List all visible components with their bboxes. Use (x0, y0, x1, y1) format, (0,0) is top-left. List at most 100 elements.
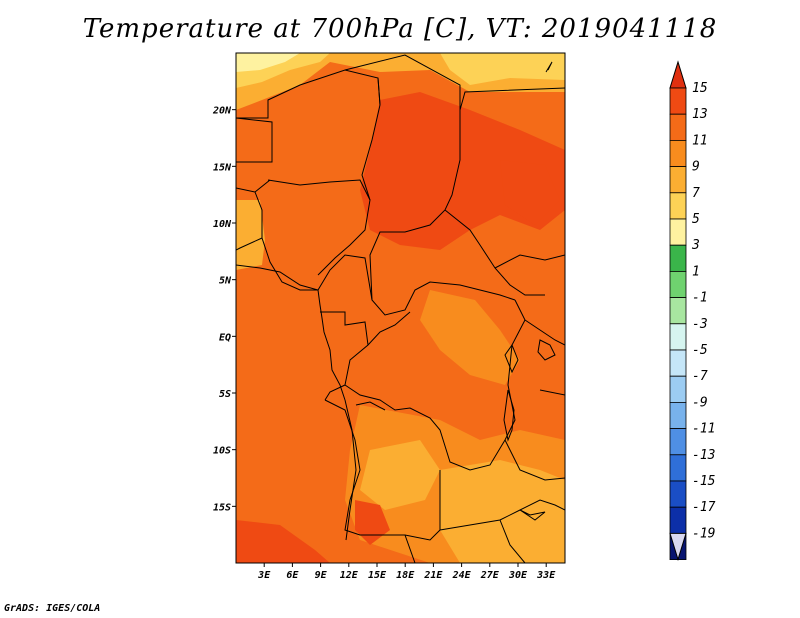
field-region-7 (420, 290, 520, 385)
colorbar-swatch (669, 166, 687, 194)
border-line-18 (355, 401, 386, 411)
colorbar-label: 3 (691, 238, 700, 253)
lon-tick: 33E (536, 563, 556, 581)
lat-tick-label: 15S (213, 502, 231, 513)
border-line-25 (236, 264, 346, 401)
border-line-31 (545, 61, 553, 73)
lon-axis: 3E 6E 9E 12E 15E 18E 21E 24E 27E 30E 33E (257, 563, 556, 581)
colorbar-label: -7 (692, 369, 708, 384)
colorbar-swatch (669, 139, 687, 167)
border-line-17 (324, 399, 441, 541)
border-line-1 (344, 54, 461, 110)
border-line-27 (504, 343, 519, 374)
lon-tick: 18E (396, 563, 415, 581)
border-line-2 (377, 77, 381, 106)
border-line-30 (519, 509, 546, 521)
border-line-5 (369, 110, 461, 301)
lon-tick-label: 15E (368, 570, 387, 581)
lon-tick-label: 18E (396, 570, 415, 581)
lon-tick: 15E (368, 563, 387, 581)
lat-tick-label: 5N (219, 276, 232, 287)
colorbar-swatch (669, 375, 687, 403)
colorbar-swatch (669, 113, 687, 141)
colorbar-swatch (669, 297, 687, 325)
border-line-26 (344, 399, 357, 541)
lat-tick: 5N (219, 276, 236, 287)
border-line-14 (367, 311, 411, 346)
lon-tick-label: 33E (536, 570, 556, 581)
lon-tick-label: 12E (340, 570, 359, 581)
temperature-field (236, 53, 565, 563)
colorbar-swatch (669, 401, 687, 429)
colorbar-bottom-arrow (669, 532, 687, 562)
colorbar-swatch (669, 323, 687, 351)
border-line-23 (504, 439, 565, 481)
colorbar-label: -13 (692, 448, 715, 463)
field-region-5 (500, 160, 560, 225)
country-borders (236, 54, 565, 563)
border-line-3 (236, 117, 273, 163)
lon-tick: 9E (315, 563, 328, 581)
lat-tick: 5S (219, 389, 236, 400)
lon-tick-label: 27E (480, 570, 500, 581)
colorbar-label: -5 (692, 343, 708, 358)
border-line-0 (236, 69, 381, 201)
border-line-8 (494, 254, 565, 269)
lat-tick: 10S (213, 446, 236, 457)
border-line-6 (459, 87, 565, 111)
lon-tick-label: 24E (452, 570, 472, 581)
colorbar-swatch (669, 244, 687, 272)
border-line-24 (539, 389, 565, 396)
colorbar-label: -3 (692, 317, 708, 332)
border-line-22 (524, 319, 565, 346)
lat-tick-label: 10N (213, 219, 232, 230)
colorbar-swatch (669, 349, 687, 377)
border-line-11 (254, 179, 271, 193)
lon-tick-label: 3E (257, 570, 271, 581)
colorbar-label: 15 (692, 81, 708, 96)
lat-tick-label: 15N (213, 162, 232, 173)
colorbar-label: 1 (692, 264, 700, 279)
border-line-28 (537, 339, 556, 361)
field-region-10 (360, 440, 440, 510)
lon-tick-label: 6E (286, 570, 299, 581)
border-line-10 (261, 237, 318, 291)
colorbar-label: -1 (692, 291, 708, 306)
border-line-9 (236, 187, 263, 251)
lon-tick-label: 9E (315, 570, 328, 581)
lat-tick: 15S (213, 502, 236, 513)
field-region-2 (236, 53, 300, 72)
lon-tick: 24E (452, 563, 472, 581)
lat-tick-label: 10S (213, 446, 231, 457)
lat-tick-label: 20N (212, 106, 232, 117)
colorbar-label: 11 (692, 133, 708, 148)
colorbar-label: 5 (692, 212, 700, 227)
colorbar-label: -17 (692, 500, 716, 515)
colorbar-swatch (669, 218, 687, 246)
colorbar-label: 13 (692, 107, 708, 122)
lat-tick: 20N (212, 106, 236, 117)
lat-tick: 10N (213, 219, 236, 230)
colorbar-label: -9 (692, 395, 708, 410)
colorbar-label: -15 (692, 474, 716, 489)
lon-tick-label: 21E (423, 570, 443, 581)
border-line-4 (267, 179, 371, 276)
border-line-13 (320, 311, 369, 386)
border-line-29 (503, 389, 515, 442)
colorbar-swatch (669, 192, 687, 220)
border-line-20 (404, 534, 416, 563)
colorbar: 15 13 11 9 7 5 3 1 -1 -3 -5 -7 -9 -11 -13 -15 -17 -19 (669, 60, 716, 562)
colorbar-top-arrow (669, 60, 687, 89)
lat-tick: EQ (219, 332, 236, 343)
lat-tick: 15N (213, 162, 236, 173)
border-line-21 (499, 519, 526, 563)
lat-tick-label: 5S (219, 389, 231, 400)
colorbar-swatch (669, 428, 687, 456)
field-region-6 (236, 200, 265, 270)
field-region-9 (440, 460, 565, 563)
lon-tick: 12E (340, 563, 359, 581)
colorbar-label: 9 (692, 160, 700, 175)
lon-tick: 6E (286, 563, 299, 581)
lon-tick: 21E (423, 563, 443, 581)
